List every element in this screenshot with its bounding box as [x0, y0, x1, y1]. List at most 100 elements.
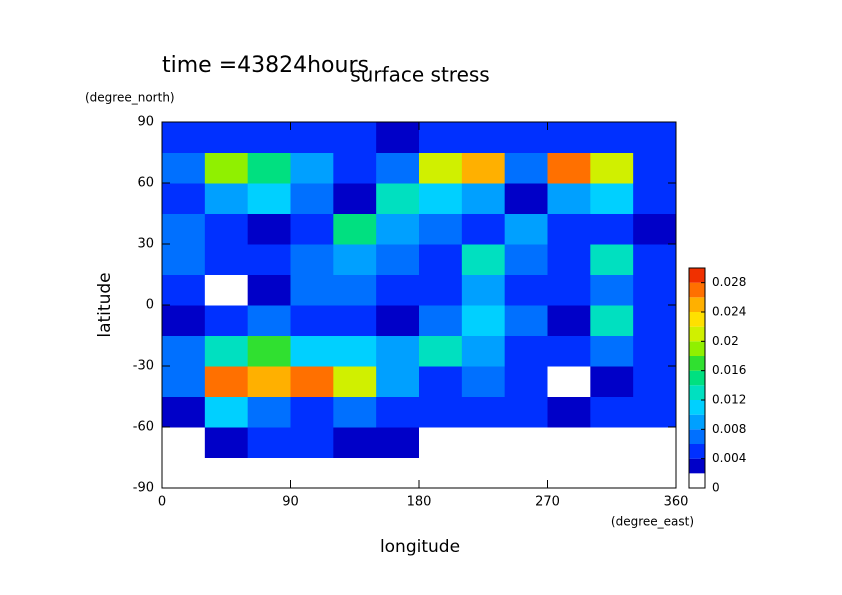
cell: [204, 274, 249, 306]
cell: [590, 183, 634, 214]
cell: [333, 305, 377, 336]
cell: [162, 427, 206, 458]
cell: [290, 274, 334, 306]
x-tick-label: 0: [158, 495, 166, 510]
cell: [633, 366, 677, 397]
y-tick-label: 0: [146, 298, 154, 313]
colorbar-band: [689, 312, 705, 327]
cell: [461, 274, 506, 306]
colorbar-tick-label: 0.016: [712, 363, 746, 377]
cell: [247, 213, 291, 245]
cell: [633, 213, 677, 245]
cell: [333, 335, 377, 367]
cell: [590, 427, 634, 458]
cell: [419, 274, 463, 306]
cell: [590, 213, 634, 245]
cell: [633, 335, 677, 367]
cell: [547, 366, 591, 397]
x-axis-label: longitude: [380, 537, 460, 557]
cell: [333, 366, 377, 397]
cell: [290, 305, 334, 336]
cell: [376, 305, 420, 336]
cell: [461, 335, 506, 367]
cell: [633, 152, 677, 184]
cell: [333, 244, 377, 275]
cell: [547, 152, 591, 184]
cell: [376, 213, 420, 245]
cell: [290, 335, 334, 367]
cell: [547, 122, 591, 153]
cell: [376, 457, 420, 489]
colorbar-band: [689, 268, 705, 283]
colorbar-band: [689, 400, 705, 415]
cell: [204, 183, 249, 214]
cell: [162, 335, 206, 367]
cell: [461, 305, 506, 336]
cell: [461, 152, 506, 184]
cell: [247, 122, 291, 153]
colorbar-tick-label: 0.028: [712, 275, 746, 289]
cell: [504, 427, 548, 458]
cell: [162, 213, 206, 245]
cell: [204, 457, 249, 489]
cell: [204, 152, 249, 184]
cell: [504, 213, 548, 245]
y-tick-label: -60: [133, 420, 154, 435]
cell: [547, 244, 591, 275]
cell: [247, 335, 291, 367]
colorbar-tick-label: 0.004: [712, 451, 746, 465]
cell: [547, 335, 591, 367]
cell: [547, 305, 591, 336]
cell: [290, 427, 334, 458]
cell: [376, 427, 420, 458]
cell: [461, 183, 506, 214]
cell: [247, 457, 291, 489]
cell: [247, 152, 291, 184]
cell: [419, 457, 463, 489]
cell: [162, 305, 206, 336]
colorbar-band: [689, 385, 705, 400]
cell: [504, 244, 548, 275]
cell: [633, 457, 677, 489]
cell: [590, 122, 634, 153]
cell: [333, 152, 377, 184]
cell: [547, 396, 591, 428]
cell: [247, 396, 291, 428]
cell: [633, 305, 677, 336]
cell: [590, 335, 634, 367]
cell: [333, 183, 377, 214]
colorbar-band: [689, 414, 705, 430]
cell: [504, 122, 548, 153]
y-tick-label: -30: [133, 359, 154, 374]
colorbar-tick-label: 0.008: [712, 422, 746, 436]
colorbar-frame: [688, 267, 706, 489]
cell: [504, 274, 548, 306]
cell: [590, 152, 634, 184]
cell: [204, 305, 249, 336]
cell: [547, 213, 591, 245]
colorbar-band: [689, 473, 705, 488]
cell: [247, 427, 291, 458]
subtitle: time =43824hours: [162, 53, 369, 78]
cell: [247, 274, 291, 306]
colorbar-tick-label: 0.024: [712, 305, 746, 319]
cell: [376, 122, 420, 153]
cell: [590, 396, 634, 428]
cell: [290, 213, 334, 245]
cell: [333, 396, 377, 428]
colorbar-band: [689, 356, 705, 371]
cell: [504, 457, 548, 489]
cell: [290, 183, 334, 214]
cell: [247, 183, 291, 214]
cell: [633, 183, 677, 214]
y-tick-label: 60: [137, 176, 154, 191]
cell: [419, 305, 463, 336]
cell: [204, 396, 249, 428]
cell: [290, 152, 334, 184]
cell: [419, 213, 463, 245]
colorbar-band: [689, 326, 705, 342]
cell: [633, 122, 677, 153]
y-axis-label: latitude: [95, 272, 115, 337]
cell: [290, 396, 334, 428]
